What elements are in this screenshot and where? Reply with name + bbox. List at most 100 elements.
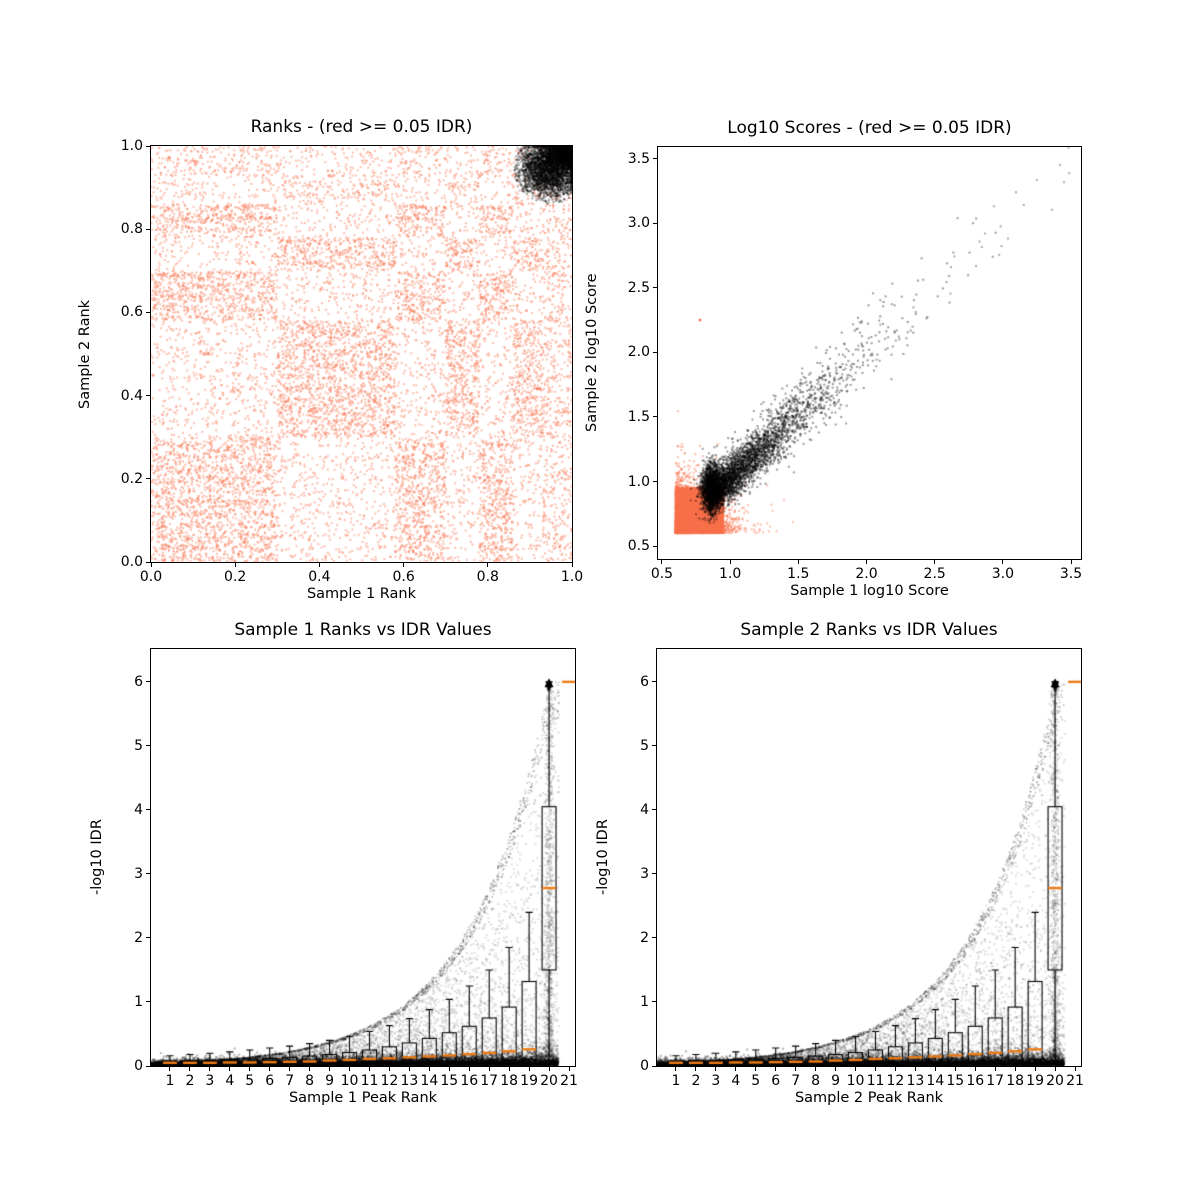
y-tick-mark xyxy=(652,745,657,747)
y-tick-mark xyxy=(146,681,151,683)
x-tick-mark xyxy=(548,1066,550,1071)
y-tick-label: 5 xyxy=(640,737,649,754)
axes-log10-scores-scatter: Log10 Scores - (red >= 0.05 IDR) Sample … xyxy=(584,118,1082,599)
y-tick-label: 2 xyxy=(134,929,143,946)
y-tick-mark xyxy=(146,873,151,875)
x-tick-mark xyxy=(349,1066,351,1071)
x-tick-mark xyxy=(1054,1066,1056,1071)
x-tick-label: 3 xyxy=(205,1073,215,1089)
x-tick-label: 16 xyxy=(966,1073,985,1089)
x-tick-mark xyxy=(368,1066,370,1071)
y-tick-label: 0 xyxy=(640,1058,649,1074)
y-tick-label: 0.6 xyxy=(120,304,143,321)
x-tick-label: 3 xyxy=(711,1073,721,1089)
x-tick-label: 10 xyxy=(340,1073,359,1089)
x-tick-mark xyxy=(775,1066,777,1071)
x-tick-label: 9 xyxy=(325,1073,335,1089)
y-tick-label: 1 xyxy=(640,993,649,1010)
y-tick-label: 0.5 xyxy=(627,538,650,555)
x-tick-mark xyxy=(1002,559,1004,564)
x-tick-mark xyxy=(661,559,663,564)
y-tick-label: 5 xyxy=(134,737,143,754)
y-tick-mark xyxy=(653,287,658,289)
x-tick-label: 18 xyxy=(500,1073,519,1089)
x-tick-label: 20 xyxy=(540,1073,558,1089)
x-tick-mark xyxy=(169,1066,171,1071)
x-tick-label: 18 xyxy=(1006,1073,1025,1089)
x-tick-label: 15 xyxy=(946,1073,965,1089)
y-tick-label: 1.5 xyxy=(627,408,650,425)
x-tick-label: 6 xyxy=(771,1073,781,1089)
x-tick-label: 1.0 xyxy=(560,569,584,585)
x-tick-label: 13 xyxy=(400,1073,419,1089)
y-tick-mark xyxy=(146,809,151,811)
axes-sample2-rank-vs-idr: Sample 2 Ranks vs IDR Values Sample 2 Pe… xyxy=(595,620,1084,1106)
x-tick-mark xyxy=(571,562,573,567)
x-tick-label: 21 xyxy=(1066,1073,1084,1089)
x-tick-mark xyxy=(1014,1066,1016,1071)
y-tick-label: 3 xyxy=(134,865,143,882)
x-tick-mark xyxy=(388,1066,390,1071)
x-tick-label: 20 xyxy=(1046,1073,1064,1089)
x-tick-mark xyxy=(488,1066,490,1071)
y-tick-label: 0 xyxy=(134,1058,143,1074)
x-tick-mark xyxy=(568,1066,570,1071)
y-tick-label: 1 xyxy=(134,993,143,1010)
x-tick-mark xyxy=(408,1066,410,1071)
y-tick-mark xyxy=(652,809,657,811)
y-tick-mark xyxy=(653,351,658,353)
x-tick-mark xyxy=(835,1066,837,1071)
x-tick-label: 16 xyxy=(460,1073,479,1089)
plot-title-sample2-rank-idr: Sample 2 Ranks vs IDR Values xyxy=(740,620,998,640)
x-tick-mark xyxy=(675,1066,677,1071)
sample1-rank-idr-canvas xyxy=(151,649,575,1066)
x-tick-mark xyxy=(528,1066,530,1071)
x-tick-label: 0.8 xyxy=(476,569,499,585)
x-tick-label: 1.5 xyxy=(787,566,810,582)
y-tick-mark xyxy=(146,1001,151,1003)
x-axis-label-sample2-peak-rank: Sample 2 Peak Rank xyxy=(794,1090,944,1106)
plot-title-log10-scores: Log10 Scores - (red >= 0.05 IDR) xyxy=(727,118,1012,138)
y-tick-label: 2.5 xyxy=(627,279,650,296)
x-tick-label: 13 xyxy=(906,1073,925,1089)
y-tick-mark xyxy=(652,1065,657,1067)
y-tick-mark xyxy=(146,937,151,939)
y-tick-label: 4 xyxy=(640,801,649,818)
x-tick-label: 4 xyxy=(731,1073,741,1089)
x-tick-label: 12 xyxy=(380,1073,399,1089)
x-tick-mark xyxy=(428,1066,430,1071)
sample2-rank-idr-canvas xyxy=(657,649,1081,1066)
x-tick-label: 0.2 xyxy=(224,569,247,585)
x-tick-mark xyxy=(448,1066,450,1071)
x-tick-mark xyxy=(1034,1066,1036,1071)
x-tick-mark xyxy=(974,1066,976,1071)
x-tick-label: 9 xyxy=(831,1073,841,1089)
x-tick-mark xyxy=(508,1066,510,1071)
x-tick-label: 19 xyxy=(520,1073,539,1089)
axes-sample1-rank-vs-idr: Sample 1 Ranks vs IDR Values Sample 1 Pe… xyxy=(89,620,578,1106)
x-tick-label: 17 xyxy=(480,1073,499,1089)
x-tick-mark xyxy=(209,1066,211,1071)
x-tick-mark xyxy=(289,1066,291,1071)
y-tick-mark xyxy=(146,228,151,230)
x-tick-label: 4 xyxy=(225,1073,235,1089)
x-tick-mark xyxy=(934,1066,936,1071)
x-tick-mark xyxy=(1070,559,1072,564)
x-axis-label-sample1-score: Sample 1 log10 Score xyxy=(790,583,949,599)
x-tick-mark xyxy=(797,559,799,564)
x-tick-label: 0.0 xyxy=(139,569,163,585)
x-tick-mark xyxy=(755,1066,757,1071)
y-tick-label: 4 xyxy=(134,801,143,818)
y-tick-mark xyxy=(652,873,657,875)
y-tick-label: 6 xyxy=(640,673,649,690)
x-tick-label: 1.0 xyxy=(718,566,742,582)
y-tick-mark xyxy=(146,311,151,313)
x-tick-label: 0.4 xyxy=(308,569,331,585)
x-tick-mark xyxy=(894,1066,896,1071)
y-tick-mark xyxy=(146,1065,151,1067)
y-tick-mark xyxy=(652,1001,657,1003)
y-tick-label: 0.4 xyxy=(120,387,143,404)
log10-scores-canvas xyxy=(658,147,1081,559)
y-tick-label: 1.0 xyxy=(627,473,650,490)
